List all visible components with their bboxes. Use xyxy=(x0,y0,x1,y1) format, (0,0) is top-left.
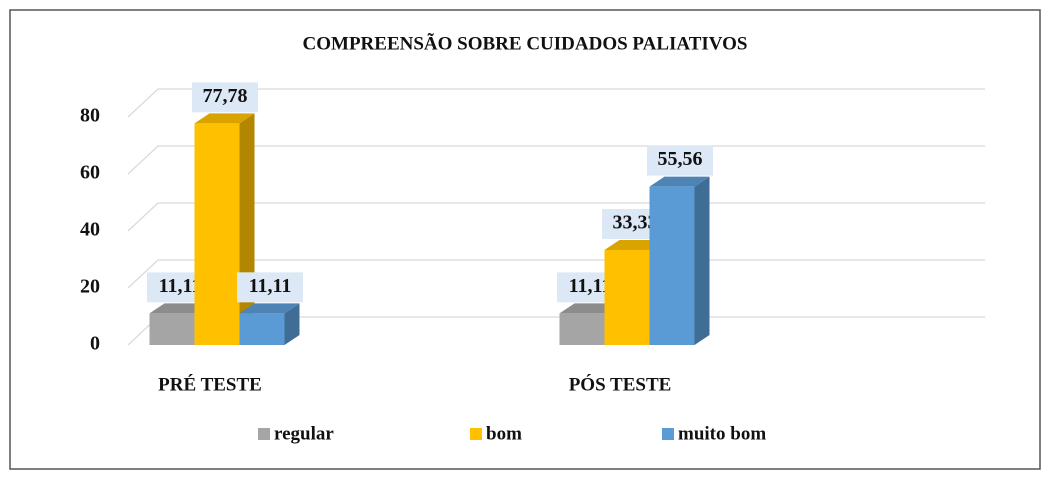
legend-swatch xyxy=(470,428,482,440)
legend-label: muito bom xyxy=(678,423,766,444)
chart-title: COMPREENSÃO SOBRE CUIDADOS PALIATIVOS xyxy=(303,32,748,54)
value-label: 33,33 xyxy=(613,212,658,234)
bar xyxy=(149,313,195,345)
bar-top xyxy=(194,113,255,124)
x-tick-label: PRÉ TESTE xyxy=(158,373,262,395)
bar xyxy=(649,186,695,345)
bar-top xyxy=(649,176,710,187)
y-tick-label: 0 xyxy=(90,333,100,355)
value-label: 11,11 xyxy=(249,275,292,297)
y-tick-label: 80 xyxy=(80,105,100,127)
y-tick-label: 60 xyxy=(80,162,100,184)
bar-top xyxy=(239,303,300,314)
chart-border xyxy=(9,9,1041,470)
value-label: 77,78 xyxy=(203,85,248,107)
value-label-box xyxy=(237,272,303,303)
x-tick-label: PÓS TESTE xyxy=(569,373,672,395)
value-label: 11,11 xyxy=(569,275,612,297)
legend-label: regular xyxy=(274,423,334,444)
legend-swatch xyxy=(662,428,674,440)
bar-side xyxy=(284,303,300,345)
y-tick-label: 40 xyxy=(80,219,100,241)
value-label-box xyxy=(192,82,258,113)
bar-side xyxy=(694,176,710,345)
legend-swatch xyxy=(258,428,270,440)
value-label-box xyxy=(647,145,713,176)
bar xyxy=(194,123,240,346)
value-label: 11,11 xyxy=(159,275,202,297)
value-label: 55,56 xyxy=(658,148,703,170)
bar xyxy=(239,313,285,345)
y-tick-label: 20 xyxy=(80,276,100,298)
bar xyxy=(604,250,650,345)
legend-label: bom xyxy=(486,423,522,444)
bar xyxy=(559,313,605,345)
grid-line xyxy=(127,88,985,118)
